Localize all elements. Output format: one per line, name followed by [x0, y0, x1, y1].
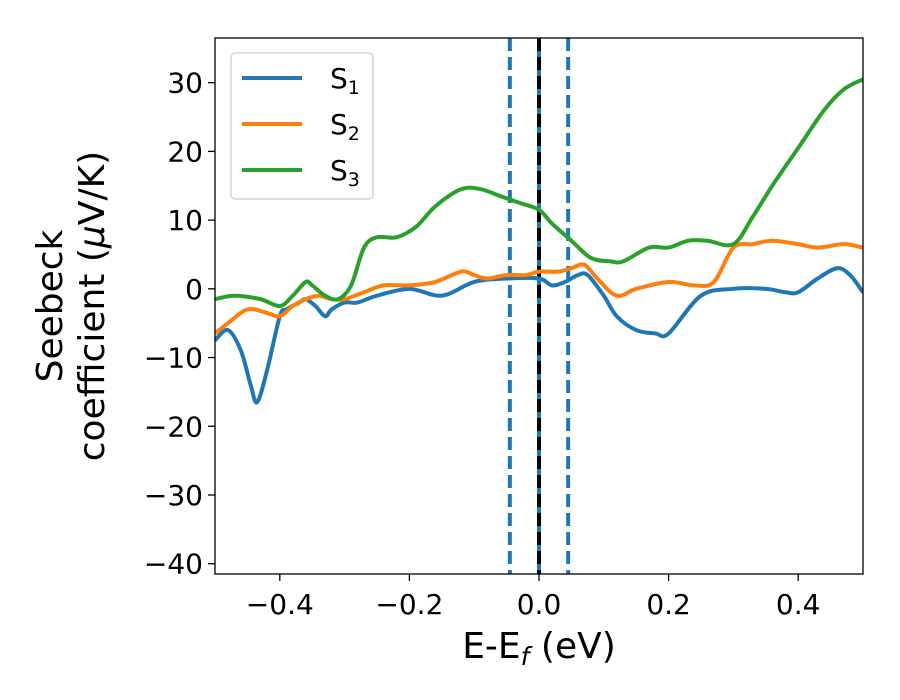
- y-tick-label: 30: [167, 67, 203, 100]
- x-axis-title: E-Ef (eV): [462, 626, 616, 671]
- legend-label-s2-subscript: 2: [348, 123, 360, 145]
- x-axis-title-unit: (eV): [529, 626, 615, 667]
- y-tick-label: −30: [144, 479, 203, 512]
- y-axis-title: Seebeck coefficient (μV/K): [30, 151, 113, 461]
- x-tick-label: 0.2: [646, 588, 691, 621]
- reference-lines: [507, 38, 571, 574]
- series-lines: [215, 77, 863, 405]
- x-tick-label: 0.4: [776, 588, 821, 621]
- series-line-s3: [215, 77, 863, 309]
- y-tick-label: −40: [144, 548, 203, 581]
- legend-label-s3-subscript: 3: [348, 169, 360, 191]
- legend-label-s1-subscript: 1: [348, 77, 360, 99]
- series-line-s2: [215, 238, 863, 336]
- series-line-s1: [215, 266, 863, 405]
- y-axis-title-mu: μ: [72, 225, 113, 249]
- y-tick-label: −20: [144, 410, 203, 443]
- x-tick-label: −0.4: [246, 588, 314, 621]
- legend-label-s2: S2: [330, 108, 360, 145]
- legend: S1 S2 S3: [230, 52, 374, 200]
- x-tick-label: 0.0: [517, 588, 562, 621]
- y-tick-label: 20: [167, 135, 203, 168]
- y-axis: −40 −30 −20 −10 0 10 20 30: [144, 67, 215, 581]
- legend-label-s1: S1: [330, 62, 360, 99]
- x-axis: −0.4 −0.2 0.0 0.2 0.4: [246, 574, 821, 621]
- y-tick-label: 0: [185, 273, 203, 306]
- y-tick-label: 10: [167, 204, 203, 237]
- y-axis-title-line1: Seebeck: [30, 229, 71, 382]
- legend-label-s3: S3: [330, 154, 360, 191]
- y-axis-title-line2: coefficient (μV/K): [72, 151, 113, 461]
- x-tick-label: −0.2: [375, 588, 443, 621]
- y-tick-label: −10: [144, 342, 203, 375]
